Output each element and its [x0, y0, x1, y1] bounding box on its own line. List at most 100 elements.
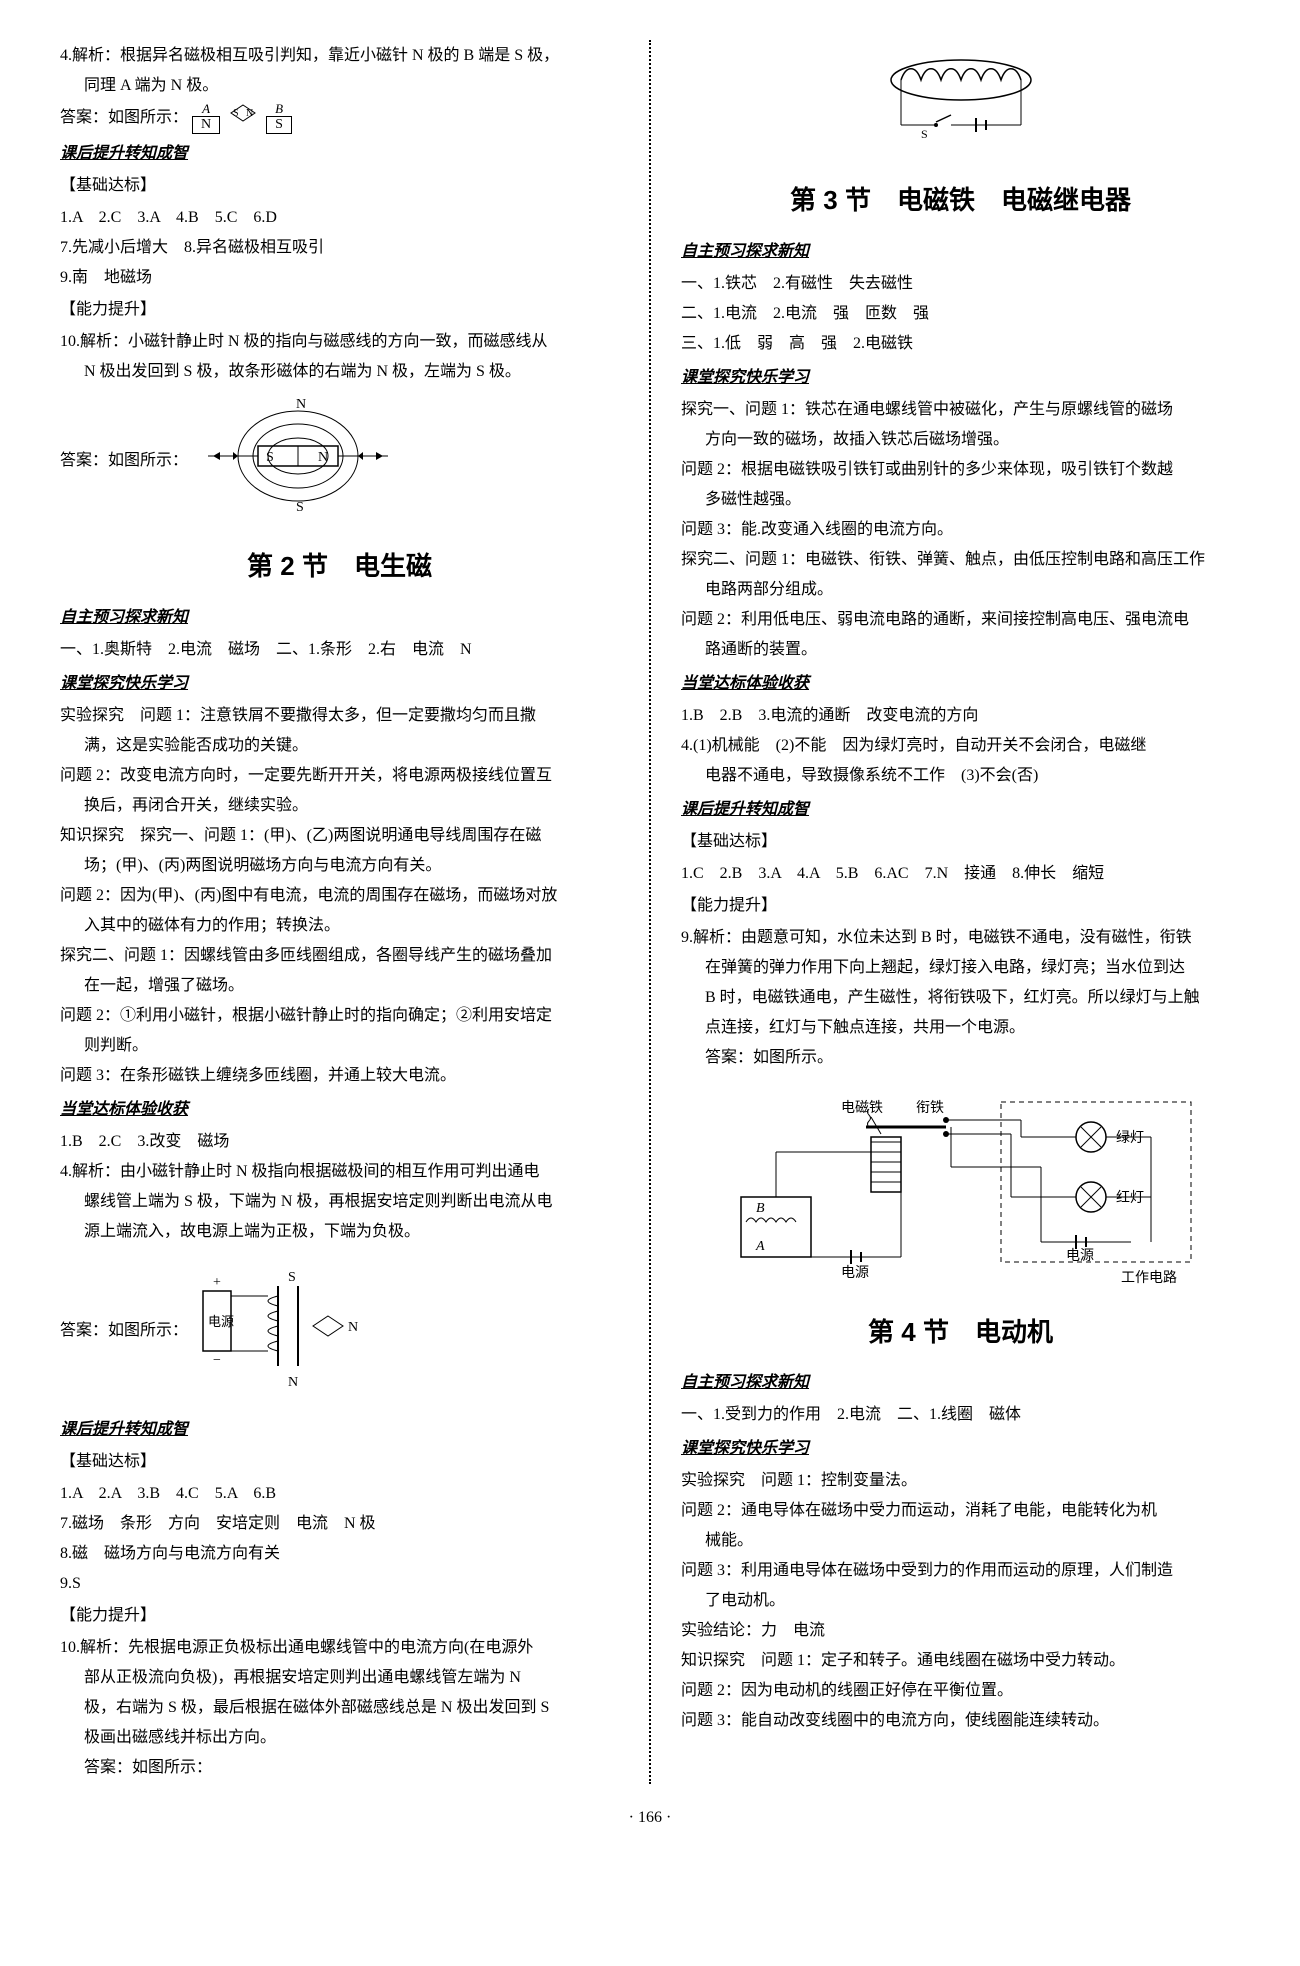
sy4-jielun: 实验结论：力 电流 [681, 1617, 1240, 1645]
q10-analysis-2: N 极出发回到 S 极，故条形磁体的右端为 N 极，左端为 S 极。 [60, 358, 619, 386]
wt4-2-2: 械能。 [681, 1527, 1240, 1555]
wt2-1: 问题 2：改变电流方向时，一定要先断开开关，将电源两极接线位置互 [60, 762, 619, 790]
solenoid-circuit-icon: 电源 + − S N N [188, 1256, 388, 1406]
svg-text:电源: 电源 [841, 1265, 869, 1281]
ddb-line-1: 1.B 2.C 3.改变 磁场 [60, 1128, 619, 1156]
right-column: S 第 3 节 电磁铁 电磁继电器 自主预习探求新知 一、1.铁芯 2.有磁性 … [681, 40, 1240, 1784]
q4b-3: 源上端流入，故电源上端为正极，下端为负极。 [60, 1218, 619, 1246]
jichu-title-1: 【基础达标】 [60, 172, 619, 200]
left-column: 4.解析：根据异名磁极相互吸引判知，靠近小磁针 N 极的 B 端是 S 极， 同… [60, 40, 619, 1784]
svg-text:−: − [213, 1353, 221, 1368]
zizhu-title-r: 自主预习探求新知 [681, 238, 1240, 266]
bar-magnet-field-icon: N S N S [188, 396, 408, 526]
r-q4-2: 电器不通电，导致摄像系统不工作 (3)不会(否) [681, 762, 1240, 790]
zizhu4-title: 自主预习探求新知 [681, 1369, 1240, 1397]
column-divider [649, 40, 651, 1784]
wt2b-2: 入其中的磁体有力的作用；转换法。 [60, 912, 619, 940]
r-wt3: 问题 3：能.改变通入线圈的电流方向。 [681, 516, 1240, 544]
svg-text:绿灯: 绿灯 [1116, 1130, 1144, 1146]
r-tj2-wt2-1: 问题 2：利用低电压、弱电流电路的通断，来间接控制高电压、强电流电 [681, 606, 1240, 634]
q10-figure-row: 答案：如图所示： N S N S [60, 396, 619, 526]
q4-box-b: B S [266, 102, 292, 134]
svg-text:A: A [755, 1239, 765, 1254]
ketang4-title: 课堂探究快乐学习 [681, 1435, 1240, 1463]
svg-text:红灯: 红灯 [1116, 1190, 1144, 1206]
wt4-2b: 问题 2：因为电动机的线圈正好停在平衡位置。 [681, 1677, 1240, 1705]
wt4-3b: 问题 3：能自动改变线圈中的电流方向，使线圈能连续转动。 [681, 1707, 1240, 1735]
svg-text:工作电路: 工作电路 [1121, 1270, 1177, 1286]
svg-text:N: N [318, 450, 328, 465]
tj2-wt3: 问题 3：在条形磁铁上缠绕多匝线圈，并通上较大电流。 [60, 1062, 619, 1090]
q4-box-a: A N [192, 102, 220, 134]
svg-text:B: B [756, 1201, 765, 1216]
q4b-figure-row: 答案：如图所示： 电源 + − S N N [60, 1256, 619, 1406]
wt2-2: 换后，再闭合开关，继续实验。 [60, 792, 619, 820]
svg-text:衔铁: 衔铁 [916, 1100, 944, 1116]
svg-text:S: S [921, 127, 928, 141]
zizhu-title-l: 自主预习探求新知 [60, 604, 619, 632]
tj2-wt2-1: 问题 2：①利用小磁针，根据小磁针静止时的指向确定；②利用安培定 [60, 1002, 619, 1030]
svg-text:S: S [288, 1270, 296, 1285]
q4-answer-label: 答案：如图所示： [60, 104, 188, 132]
jichu-title-r: 【基础达标】 [681, 828, 1240, 856]
r-q9-answer: 答案：如图所示。 [681, 1044, 1240, 1072]
q10b-3: 极，右端为 S 极，最后根据在磁体外部磁感线总是 N 极出发回到 S [60, 1694, 619, 1722]
q4-analysis-2: 同理 A 端为 N 极。 [60, 72, 619, 100]
r-jichu-1: 1.C 2.B 3.A 4.A 5.B 6.AC 7.N 接通 8.伸长 缩短 [681, 860, 1240, 888]
zs-tj-2: 场；(甲)、(丙)两图说明磁场方向与电流方向有关。 [60, 852, 619, 880]
kehou-title-1: 课后提升转知成智 [60, 140, 619, 168]
compass-icon: S N [228, 102, 258, 134]
svg-text:电磁铁: 电磁铁 [841, 1100, 883, 1116]
sy-q1-2: 满，这是实验能否成功的关键。 [60, 732, 619, 760]
ketang-title-l: 课堂探究快乐学习 [60, 670, 619, 698]
jichu2-title: 【基础达标】 [60, 1448, 619, 1476]
jichu-answers-3: 9.南 地磁场 [60, 264, 619, 292]
r-tj2-wt1-2: 电路两部分组成。 [681, 576, 1240, 604]
r-wt2-2: 多磁性越强。 [681, 486, 1240, 514]
svg-text:N: N [348, 1320, 358, 1335]
q4b-2: 螺线管上端为 S 极，下端为 N 极，再根据安培定则判断出电流从电 [60, 1188, 619, 1216]
q4-answer-row: 答案：如图所示： A N S N B S [60, 102, 619, 134]
q10b-4: 极画出磁感线并标出方向。 [60, 1724, 619, 1752]
relay-circuit-icon: B A 电磁铁 衔铁 [681, 1082, 1240, 1292]
jichu-answers-1: 1.A 2.C 3.A 4.B 5.C 6.D [60, 204, 619, 232]
jichu2-2: 7.磁场 条形 方向 安培定则 电流 N 极 [60, 1510, 619, 1538]
nengli-title-1: 【能力提升】 [60, 296, 619, 324]
tj2-wt1-2: 在一起，增强了磁场。 [60, 972, 619, 1000]
r-q9-2: 在弹簧的弹力作用下向上翘起，绿灯接入电路，绿灯亮；当水位到达 [681, 954, 1240, 982]
r-q9-3: B 时，电磁铁通电，产生磁性，将衔铁吸下，红灯亮。所以绿灯与上触 [681, 984, 1240, 1012]
svg-text:电源: 电源 [208, 1314, 234, 1329]
q4-analysis-1: 4.解析：根据异名磁极相互吸引判知，靠近小磁针 N 极的 B 端是 S 极， [60, 42, 619, 70]
jichu-answers-2: 7.先减小后增大 8.异名磁极相互吸引 [60, 234, 619, 262]
r-tj2-wt1-1: 探究二、问题 1：电磁铁、衔铁、弹簧、触点，由低压控制电路和高压工作 [681, 546, 1240, 574]
top-solenoid-icon: S [681, 50, 1240, 160]
svg-text:电源: 电源 [1066, 1248, 1094, 1264]
r-zizhu-3: 三、1.低 弱 高 强 2.电磁铁 [681, 330, 1240, 358]
q10b-2: 部从正极流向负极)，再根据安培定则判出通电螺线管左端为 N [60, 1664, 619, 1692]
ddb-title-r: 当堂达标体验收获 [681, 670, 1240, 698]
q10-answer-label: 答案：如图所示： [60, 447, 188, 475]
q10-analysis-1: 10.解析：小磁针静止时 N 极的指向与磁感线的方向一致，而磁感线从 [60, 328, 619, 356]
wt2b-1: 问题 2：因为(甲)、(丙)图中有电流，电流的周围存在磁场，而磁场对放 [60, 882, 619, 910]
tj2-wt2-2: 则判断。 [60, 1032, 619, 1060]
svg-text:S: S [296, 500, 304, 515]
zizhu4-1: 一、1.受到力的作用 2.电流 二、1.线圈 磁体 [681, 1401, 1240, 1429]
kehou-title-r: 课后提升转知成智 [681, 796, 1240, 824]
section-2-title: 第 2 节 电生磁 [60, 544, 619, 590]
zs4-wt1: 知识探究 问题 1：定子和转子。通电线圈在磁场中受力转动。 [681, 1647, 1240, 1675]
sy-q1-1: 实验探究 问题 1：注意铁屑不要撒得太多，但一定要撒均匀而且撒 [60, 702, 619, 730]
q4b-1: 4.解析：由小磁针静止时 N 极指向根据磁极间的相互作用可判出通电 [60, 1158, 619, 1186]
q4b-answer-label: 答案：如图所示： [60, 1317, 188, 1345]
r-ddb-1: 1.B 2.B 3.电流的通断 改变电流的方向 [681, 702, 1240, 730]
wt4-3-1: 问题 3：利用通电导体在磁场中受到力的作用而运动的原理，人们制造 [681, 1557, 1240, 1585]
r-q9-4: 点连接，红灯与下触点连接，共用一个电源。 [681, 1014, 1240, 1042]
q10b-1: 10.解析：先根据电源正负极标出通电螺线管中的电流方向(在电源外 [60, 1634, 619, 1662]
nengli2-title: 【能力提升】 [60, 1602, 619, 1630]
svg-text:N: N [288, 1375, 298, 1390]
jichu2-4: 9.S [60, 1570, 619, 1598]
q10b-answer: 答案：如图所示： [60, 1754, 619, 1782]
section-3-title: 第 3 节 电磁铁 电磁继电器 [681, 178, 1240, 224]
nengli-title-r: 【能力提升】 [681, 892, 1240, 920]
r-tj2-wt2-2: 路通断的装置。 [681, 636, 1240, 664]
r-tj1-wt1-2: 方向一致的磁场，故插入铁芯后磁场增强。 [681, 426, 1240, 454]
